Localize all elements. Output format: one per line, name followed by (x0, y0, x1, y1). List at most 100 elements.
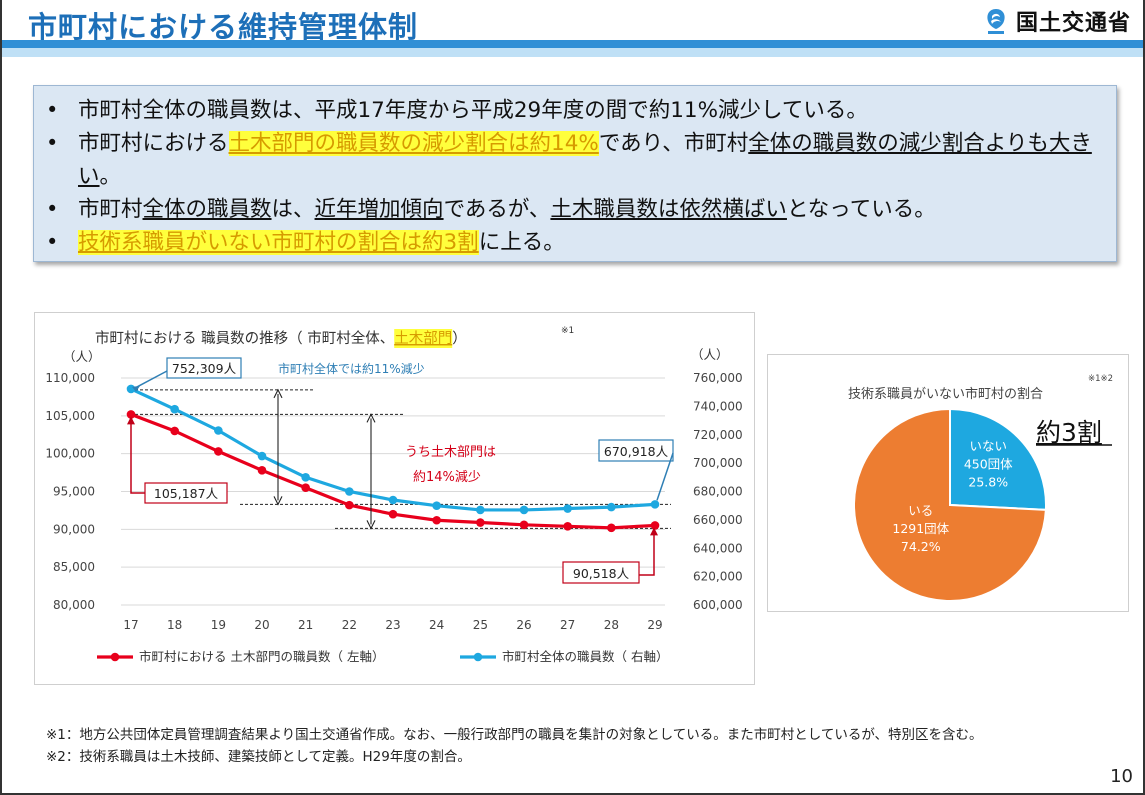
callout-pointer (656, 452, 674, 501)
x-tick-label: 22 (342, 618, 357, 632)
pie-label: 1291団体 (892, 521, 949, 536)
header-band (2, 40, 1143, 48)
highlighted-text: 土木部門の職員数の減少割合は約14% (228, 131, 599, 156)
pie-chart-panel: 技術系職員がいない市町村の割合 ※1※2 約3割 いない 450団体 25.8% いる… (767, 354, 1129, 612)
bullet-text: であり、市町村 (598, 131, 749, 156)
page-number: 10 (1110, 766, 1133, 787)
underlined-text: 全体の職員数 (142, 197, 272, 222)
callout-civil-end: 90,518人 (573, 566, 630, 581)
summary-bullet: 技術系職員がいない市町村の割合は約3割に上る。 (44, 226, 1106, 259)
pie-label: いない (970, 439, 1008, 454)
data-point (126, 410, 136, 419)
data-point (257, 451, 267, 461)
right-tick-label: 680,000 (693, 485, 743, 499)
data-point (345, 500, 354, 510)
data-point (476, 518, 485, 527)
data-point (650, 521, 660, 530)
header-band-light (2, 48, 1143, 57)
x-tick-label: 18 (167, 618, 182, 632)
pie-slice (853, 407, 1047, 602)
bullet-text: は、 (271, 197, 315, 222)
callout-total-end: 670,918人 (604, 444, 669, 459)
callout-pointer (136, 370, 168, 388)
right-tick-label: 700,000 (693, 456, 743, 470)
left-axis-unit: （人） (63, 349, 101, 364)
data-point (214, 426, 223, 435)
x-tick-label: 23 (385, 618, 400, 632)
footnote-1: ※1：地方公共団体定員管理調査結果より国土交通省作成。なお、一般行政部門の職員を… (46, 727, 983, 743)
pie-title-note: ※1※2 (1088, 374, 1113, 384)
x-tick-label: 26 (516, 618, 531, 632)
underlined-text: 近年増加傾向 (314, 197, 444, 222)
line-chart-panel: 市町村における 職員数の推移（ 市町村全体、土木部門） ※1 （人） （人） 1… (34, 312, 755, 685)
legend-label: 市町村における 土木部門の職員数（ 左軸） (139, 649, 384, 664)
pie-label: 450団体 (964, 457, 1013, 472)
chart-title-highlight: 土木部門 (394, 330, 452, 347)
chart-title-highlight-bg (394, 329, 453, 348)
data-point (388, 509, 398, 519)
callout-pointer (639, 533, 655, 576)
data-point (214, 447, 223, 456)
callout-total-start-box (166, 357, 242, 379)
x-tick-label: 25 (473, 618, 488, 632)
footnote-2: ※2：技術系職員は土木技師、建築技師として定義。H29年度の割合。 (46, 749, 471, 765)
underlined-text: 全体の職員数の減少割合よりも大きい (78, 131, 1092, 189)
data-point (519, 505, 529, 515)
legend-marker (110, 652, 120, 662)
total-annotation: 市町村全体では約11%減少 (278, 361, 425, 376)
data-point (607, 523, 616, 533)
pie-chart: 技術系職員がいない市町村の割合 ※1※2 約3割 いない 450団体 25.8% いる… (848, 374, 1113, 602)
arrow-head (366, 520, 376, 530)
civil-annotation: うち土木部門は (405, 445, 496, 460)
arrow-head (273, 496, 283, 506)
legend-marker (473, 652, 483, 662)
summary-list: 市町村全体の職員数は、平成17年度から平成29年度の間で約11%減少している。市… (44, 94, 1106, 259)
bullet-text: 。 (99, 164, 122, 189)
logo-text: 国土交通省 (1015, 11, 1131, 36)
summary-box: 市町村全体の職員数は、平成17年度から平成29年度の間で約11%減少している。市… (33, 85, 1117, 262)
chart-title: 市町村における 職員数の推移（ 市町村全体、土木部門） (95, 329, 467, 347)
underlined-text: 土木職員数は依然横ばい (550, 197, 787, 222)
summary-bullet: 市町村全体の職員数は、近年増加傾向であるが、土木職員数は依然横ばいとなっている。 (44, 193, 1106, 226)
arrow-head (273, 388, 283, 399)
pie-label: 74.2% (901, 539, 941, 554)
data-point (432, 515, 441, 525)
pie-slice (949, 407, 1047, 511)
pie-callout: 約3割 (1036, 418, 1102, 447)
data-point (563, 522, 572, 531)
callout-civil-start: 105,187人 (154, 486, 219, 501)
data-point (301, 473, 310, 482)
data-point (607, 502, 616, 512)
data-point (345, 487, 354, 496)
right-axis-unit: （人） (691, 347, 729, 362)
right-tick-label: 660,000 (693, 513, 743, 527)
x-tick-label: 21 (298, 618, 313, 632)
pie-title: 技術系職員がいない市町村の割合 (848, 386, 1043, 402)
left-tick-label: 105,000 (45, 409, 95, 423)
chart-title-note: ※1 (561, 326, 574, 336)
data-point (170, 426, 179, 436)
ministry-logo: 国土交通省 (984, 5, 1131, 37)
header: 市町村における維持管理体制 国土交通省 (2, 0, 1143, 44)
data-point (476, 505, 485, 515)
callout-arrowhead (132, 385, 140, 392)
summary-bullet: 市町村全体の職員数は、平成17年度から平成29年度の間で約11%減少している。 (44, 94, 1106, 127)
left-tick-label: 85,000 (53, 560, 95, 574)
left-tick-label: 80,000 (53, 598, 95, 612)
right-tick-label: 600,000 (693, 598, 743, 612)
callout-arrowhead (127, 416, 135, 425)
callout-arrowhead (650, 527, 658, 536)
data-point (170, 404, 179, 414)
data-point (388, 495, 398, 505)
x-tick-label: 17 (123, 618, 138, 632)
callout-civil-end-box (562, 561, 640, 584)
bullet-text: 市町村における (78, 131, 229, 156)
x-tick-label: 20 (254, 618, 269, 632)
highlighted-text: 技術系職員がいない市町村の割合は約3割 (78, 230, 479, 255)
data-point (563, 504, 572, 513)
right-tick-label: 760,000 (693, 371, 743, 385)
callout-total-start: 752,309人 (172, 361, 237, 376)
left-tick-label: 95,000 (53, 485, 95, 499)
x-tick-label: 27 (560, 618, 575, 632)
left-tick-label: 100,000 (45, 447, 95, 461)
